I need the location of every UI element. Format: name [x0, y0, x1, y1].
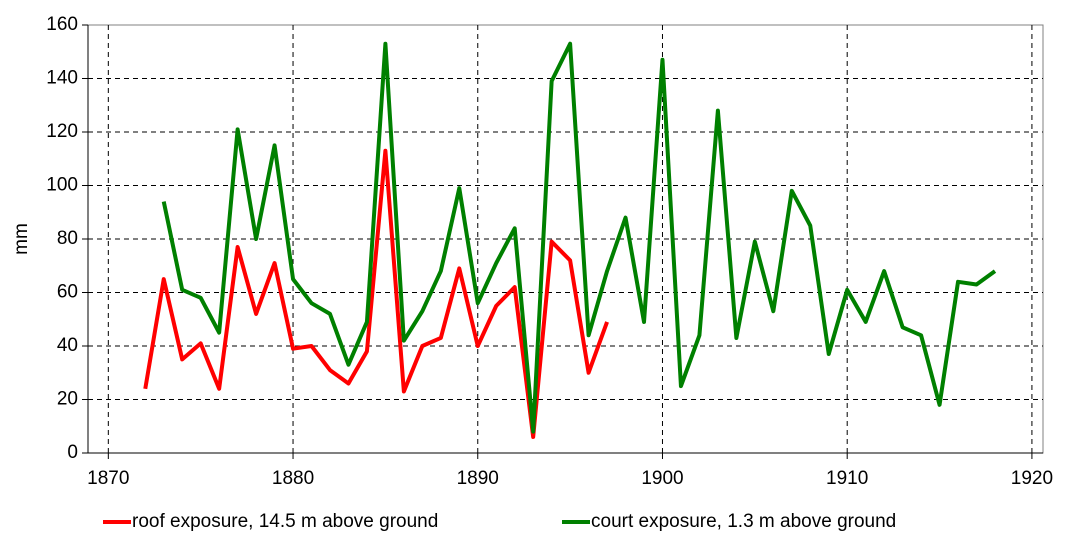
- legend-label: roof exposure, 14.5 m above ground: [132, 511, 438, 532]
- y-tick-label: 120: [46, 121, 78, 142]
- y-tick-label: 60: [57, 282, 78, 303]
- y-tick-label: 20: [57, 389, 78, 410]
- y-tick-label: 140: [46, 68, 78, 89]
- y-tick-label: 100: [46, 175, 78, 196]
- x-tick-label: 1870: [87, 468, 129, 489]
- x-tick-label: 1910: [826, 468, 868, 489]
- y-axis-label: mm: [11, 223, 32, 255]
- x-tick-label: 1920: [1011, 468, 1053, 489]
- x-tick-label: 1900: [641, 468, 683, 489]
- x-tick-label: 1890: [457, 468, 499, 489]
- y-tick-label: 160: [46, 14, 78, 35]
- x-tick-label: 1880: [272, 468, 314, 489]
- y-tick-label: 80: [57, 228, 78, 249]
- legend-label: court exposure, 1.3 m above ground: [591, 511, 896, 532]
- data-line: [161, 41, 997, 434]
- y-tick-label: 0: [67, 442, 78, 463]
- y-tick-label: 40: [57, 335, 78, 356]
